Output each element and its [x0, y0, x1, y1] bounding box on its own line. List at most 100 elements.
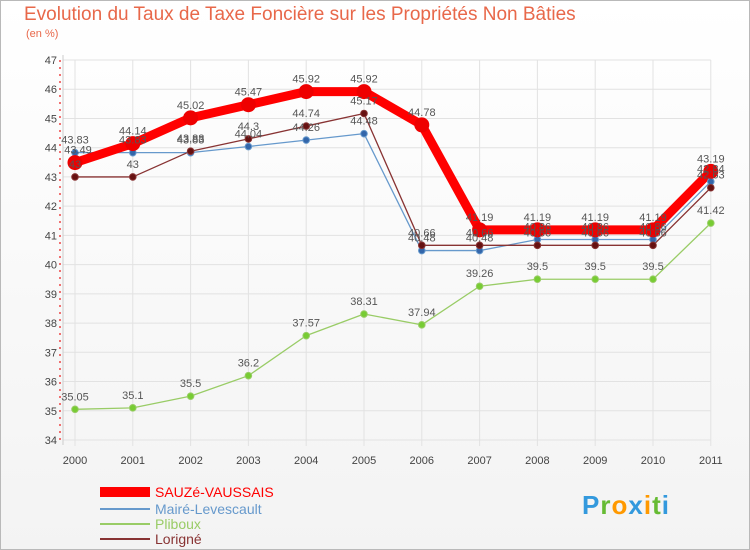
data-label: 41.19	[466, 212, 494, 224]
data-point	[475, 282, 484, 291]
logo-letter: o	[611, 490, 629, 520]
x-tick-label: 2006	[410, 455, 434, 467]
data-label: 35.5	[180, 378, 201, 390]
x-tick-label: 2002	[178, 455, 202, 467]
data-point	[302, 331, 311, 340]
x-tick-label: 2010	[641, 455, 665, 467]
y-tick-label: 42	[45, 201, 57, 213]
data-point	[533, 275, 542, 284]
data-label: 45.17	[350, 95, 378, 107]
x-tick-label: 2001	[121, 455, 145, 467]
series-line-0	[73, 87, 715, 235]
data-point	[360, 129, 368, 138]
data-label: 45.47	[235, 87, 263, 99]
data-label: 40.86	[524, 221, 552, 233]
data-point	[418, 241, 426, 250]
data-point	[240, 97, 256, 113]
x-tick-label: 2000	[63, 455, 87, 467]
data-point	[707, 219, 715, 227]
data-point	[186, 392, 195, 400]
legend-label-1: Mairé-Levescault	[155, 501, 262, 517]
data-labels: 35.05 35.1 35.5 36.2 37.57 38.31 37.94 39.26 39.…	[61, 74, 724, 404]
y-tick-label: 40	[45, 260, 57, 272]
data-point	[125, 136, 141, 152]
data-point	[129, 173, 137, 181]
data-label: 41.19	[524, 212, 552, 224]
chart-title: Evolution du Taux de Taxe Foncière sur l…	[24, 4, 576, 25]
data-label: 45.92	[292, 74, 320, 86]
y-tick-label: 38	[45, 318, 57, 330]
data-label: 36.2	[238, 358, 259, 370]
legend-label-3: Lorigné	[155, 531, 202, 547]
data-label: 39.5	[527, 261, 548, 273]
series-points	[67, 84, 719, 414]
data-point	[244, 135, 253, 143]
data-label: 41.19	[581, 212, 609, 224]
y-tick-label: 41	[45, 230, 57, 242]
logo-letter: i	[643, 490, 653, 520]
data-point	[298, 84, 314, 100]
x-tick-label: 2009	[583, 455, 607, 467]
data-point	[649, 275, 657, 284]
data-label: 40.66	[524, 227, 552, 239]
data-point	[129, 404, 137, 412]
data-label: 40.66	[466, 227, 494, 239]
data-label: 43.83	[119, 135, 147, 147]
axes: 34 35 36 37 38 39 40 41 42 43 44 45 46 47 2000 2001 2002…	[45, 55, 723, 467]
data-label: 44.78	[408, 107, 436, 119]
legend-label-0: SAUZé-VAUSSAIS	[155, 484, 274, 500]
data-point	[587, 222, 603, 238]
x-tick-label: 2011	[699, 455, 723, 467]
series-line-1	[75, 133, 712, 252]
data-label: 44.04	[235, 129, 263, 141]
data-point	[360, 109, 368, 118]
data-label: 35.1	[122, 390, 143, 402]
data-point	[302, 122, 311, 130]
data-point	[183, 110, 199, 126]
y-tick-label: 39	[45, 289, 57, 301]
data-label: 42.63	[697, 170, 725, 182]
data-point	[414, 117, 430, 133]
chart-subtitle: (en %)	[26, 28, 59, 40]
data-label: 44.3	[238, 121, 259, 133]
series-lines	[73, 87, 715, 410]
legend: SAUZé-VAUSSAISMairé-LevescaultPlibouxLor…	[100, 484, 274, 547]
data-label: 44.26	[292, 122, 320, 134]
y-tick-label: 44	[45, 143, 57, 155]
data-point	[360, 310, 368, 318]
x-tick-label: 2005	[352, 455, 376, 467]
y-tick-label: 43	[45, 172, 57, 184]
data-point	[475, 241, 484, 250]
y-tick-label: 36	[45, 377, 57, 389]
logo-letter: i	[661, 490, 670, 520]
legend-label-2: Pliboux	[155, 516, 201, 532]
data-point	[418, 321, 426, 329]
data-point	[67, 155, 83, 171]
data-label: 39.5	[642, 261, 663, 273]
logo-letter: t	[652, 490, 662, 520]
y-tick-label: 37	[45, 347, 57, 359]
y-tick-label: 47	[45, 55, 57, 67]
data-point	[529, 222, 545, 238]
data-point	[244, 142, 253, 151]
data-label: 37.94	[408, 307, 436, 319]
data-label: 44.14	[119, 126, 147, 138]
data-point	[302, 136, 311, 144]
data-point	[71, 405, 79, 414]
data-label: 39.5	[584, 261, 605, 273]
data-point	[649, 241, 657, 250]
x-tick-label: 2008	[525, 455, 549, 467]
data-label: 43.83	[61, 135, 89, 147]
data-point	[533, 241, 542, 250]
data-point	[645, 222, 661, 238]
data-label: 44.74	[292, 108, 320, 120]
data-point	[591, 275, 600, 284]
data-label: 40.66	[639, 227, 667, 239]
x-tick-label: 2007	[467, 455, 491, 467]
series-line-2	[74, 222, 712, 410]
data-point	[472, 222, 488, 238]
data-label: 40.66	[581, 227, 609, 239]
x-tick-label: 2004	[294, 455, 318, 467]
